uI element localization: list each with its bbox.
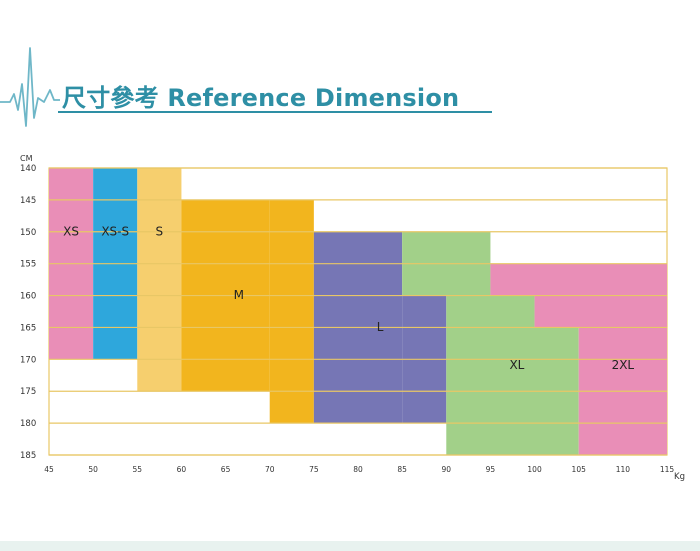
y-tick-140: 140 [20,164,36,174]
size-region-xl-2 [446,295,535,328]
y-tick-165: 165 [20,323,36,333]
size-region-2xl-1 [490,263,667,296]
y-tick-175: 175 [20,387,36,397]
page-title: 尺寸參考 Reference Dimension [62,84,460,112]
title-underline [58,111,492,113]
x-tick-65: 65 [221,465,231,474]
y-tick-155: 155 [20,260,36,270]
y-tick-150: 150 [20,228,36,238]
x-tick-55: 55 [133,465,143,474]
heartbeat-line-icon [0,47,60,127]
size-labels: XS XS-S S M L XL 2XL [63,224,634,372]
x-tick-50: 50 [88,465,98,474]
y-tick-170: 170 [20,355,36,365]
x-tick-90: 90 [442,465,452,474]
size-region-m-2 [269,199,314,424]
bottom-band [0,541,700,551]
x-axis-ticks: 45 50 55 60 65 70 75 80 85 90 95 100 105 110 115 [44,465,674,474]
size-label-xl: XL [509,358,524,372]
x-tick-110: 110 [616,465,631,474]
size-label-2xl: 2XL [612,358,635,372]
x-tick-60: 60 [177,465,187,474]
size-label-m: M [234,288,244,302]
size-label-xs: XS [63,224,79,238]
x-tick-105: 105 [572,465,587,474]
x-tick-75: 75 [309,465,319,474]
y-axis-ticks: 140 145 150 155 160 165 170 175 180 185 [20,164,36,461]
x-tick-100: 100 [527,465,542,474]
x-axis-unit: Kg [674,472,685,482]
size-region-2xl-2 [534,295,667,328]
size-label-l: L [377,320,384,334]
x-tick-115: 115 [660,465,675,474]
y-tick-145: 145 [20,196,36,206]
size-region-s-1 [137,168,182,392]
y-tick-180: 180 [20,419,36,429]
x-tick-70: 70 [265,465,275,474]
row-lines [49,167,667,456]
x-tick-95: 95 [486,465,496,474]
y-tick-160: 160 [20,292,36,302]
y-tick-185: 185 [20,451,36,461]
x-tick-80: 80 [353,465,363,474]
size-label-xs-s: XS-S [101,224,129,238]
x-tick-85: 85 [397,465,407,474]
y-axis-unit: CM [20,154,33,163]
x-tick-45: 45 [44,465,54,474]
size-label-s: S [156,224,164,238]
